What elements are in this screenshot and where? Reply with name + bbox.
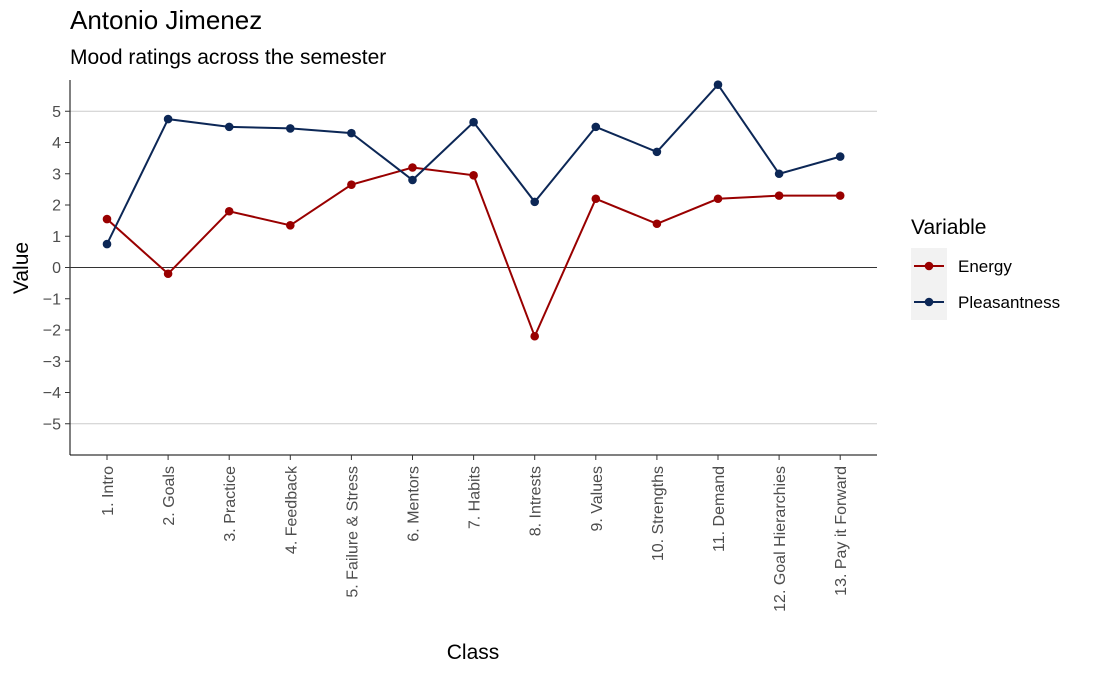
legend-item-pleasantness: Pleasantness (914, 293, 1060, 312)
y-tick-label: 4 (52, 135, 61, 152)
x-tick-label: 10. Strengths (650, 466, 667, 561)
legend-items: Energy Pleasantness (914, 257, 1060, 312)
data-point-pleasantness (286, 124, 295, 133)
data-point-pleasantness (591, 122, 601, 132)
x-tick-labels: 1. Intro 2. Goals 3. Practice 4. Feedback 5.… (100, 455, 850, 612)
y-tick-label: −5 (43, 416, 61, 433)
chart-subtitle: Mood ratings across the semester (70, 46, 386, 69)
legend: Variable Energy Pleasantness (911, 216, 1060, 320)
data-point-pleasantness (713, 80, 723, 89)
data-point-pleasantness (408, 175, 417, 185)
y-tick-label: −3 (43, 354, 61, 371)
x-tick-label: 7. Habits (467, 466, 484, 529)
grid-lines (70, 110, 877, 425)
data-point-energy (835, 191, 845, 200)
y-tick-label: 2 (52, 198, 61, 215)
data-point-energy (530, 331, 539, 341)
x-tick-label: 5. Failure & Stress (344, 466, 361, 598)
data-point-pleasantness (774, 169, 784, 179)
series-line-energy (106, 166, 841, 339)
series-energy (102, 163, 845, 341)
data-point-pleasantness (652, 147, 662, 157)
y-tick-labels: 5 4 3 2 1 0 −1 −2 −3 −4 −5 (43, 104, 70, 433)
y-tick-label: 0 (52, 260, 61, 277)
series-pleasantness (102, 80, 845, 249)
x-tick-label: 4. Feedback (283, 465, 300, 554)
data-point-pleasantness (530, 197, 539, 207)
series-layer (102, 80, 845, 341)
data-point-energy (652, 219, 662, 229)
legend-key-background (911, 248, 947, 320)
y-tick-label: 5 (52, 104, 61, 121)
series-line-pleasantness (106, 83, 841, 245)
x-tick-label: 2. Goals (161, 466, 178, 526)
data-point-pleasantness (102, 239, 112, 249)
chart-title: Antonio Jimenez (70, 5, 262, 35)
data-point-pleasantness (347, 128, 356, 138)
y-tick-label: −4 (43, 385, 61, 402)
data-point-energy (286, 221, 295, 230)
x-tick-label: 3. Practice (222, 466, 239, 542)
legend-key-point (924, 261, 934, 271)
x-tick-label: 11. Demand (711, 466, 728, 552)
x-tick-label: 12. Goal Hierarchies (772, 466, 789, 612)
data-point-pleasantness (163, 114, 173, 124)
x-tick-label: 13. Pay it Forward (833, 466, 850, 596)
y-axis-title: Value (10, 242, 33, 294)
legend-title: Variable (911, 216, 987, 239)
data-point-energy (102, 214, 112, 224)
data-point-energy (713, 194, 723, 204)
x-axis-title: Class (447, 641, 500, 664)
data-point-energy (469, 171, 478, 180)
axes (69, 80, 877, 456)
legend-key-point (924, 297, 934, 307)
x-tick-label: 8. Intrests (528, 466, 545, 536)
data-point-energy (774, 191, 784, 200)
data-point-pleasantness (835, 152, 845, 161)
y-tick-label: 3 (52, 166, 61, 183)
data-point-energy (347, 180, 356, 189)
y-tick-label: 1 (52, 229, 61, 246)
data-point-pleasantness (224, 122, 234, 132)
data-point-energy (408, 163, 417, 172)
data-point-pleasantness (469, 117, 478, 127)
data-point-energy (163, 269, 173, 279)
x-tick-label: 1. Intro (100, 466, 117, 516)
legend-label: Energy (958, 257, 1012, 276)
data-point-energy (224, 206, 234, 216)
y-tick-label: −1 (43, 291, 61, 308)
data-point-energy (591, 194, 601, 204)
y-tick-label: −2 (43, 323, 61, 340)
legend-item-energy: Energy (914, 257, 1012, 276)
x-tick-label: 6. Mentors (406, 466, 423, 542)
legend-label: Pleasantness (958, 293, 1060, 312)
x-tick-label: 9. Values (589, 466, 606, 532)
